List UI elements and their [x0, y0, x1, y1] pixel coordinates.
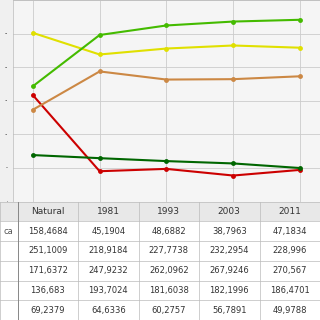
Text: 69,2379: 69,2379: [31, 306, 65, 315]
Bar: [0, 241, 320, 261]
Text: 181,6038: 181,6038: [149, 286, 189, 295]
Bar: [139, 202, 199, 221]
Bar: [0, 261, 320, 281]
Bar: [199, 202, 260, 221]
Text: 48,6882: 48,6882: [151, 227, 186, 236]
Text: 251,1009: 251,1009: [28, 246, 68, 255]
Text: 227,7738: 227,7738: [149, 246, 189, 255]
Text: ca: ca: [4, 227, 14, 236]
Text: 232,2954: 232,2954: [210, 246, 249, 255]
Text: 267,9246: 267,9246: [209, 266, 249, 275]
Text: 158,4684: 158,4684: [28, 227, 68, 236]
Text: 1981: 1981: [97, 207, 120, 216]
Bar: [0, 221, 320, 241]
Text: 193,7024: 193,7024: [89, 286, 128, 295]
Text: 60,2757: 60,2757: [152, 306, 186, 315]
Text: Natural: Natural: [31, 207, 65, 216]
Text: 262,0962: 262,0962: [149, 266, 188, 275]
Text: 47,1834: 47,1834: [273, 227, 307, 236]
Text: 270,567: 270,567: [273, 266, 307, 275]
Bar: [78, 202, 139, 221]
Text: 182,1996: 182,1996: [210, 286, 249, 295]
Text: 186,4701: 186,4701: [270, 286, 310, 295]
Text: 247,9232: 247,9232: [89, 266, 128, 275]
Bar: [0, 300, 320, 320]
Text: 1993: 1993: [157, 207, 180, 216]
Text: 171,6372: 171,6372: [28, 266, 68, 275]
Text: 218,9184: 218,9184: [89, 246, 128, 255]
Bar: [18, 202, 78, 221]
Text: 45,1904: 45,1904: [91, 227, 125, 236]
Text: 49,9788: 49,9788: [273, 306, 307, 315]
Text: 136,683: 136,683: [30, 286, 65, 295]
Text: 228,996: 228,996: [273, 246, 307, 255]
Bar: [260, 202, 320, 221]
Text: 38,7963: 38,7963: [212, 227, 247, 236]
Text: 64,6336: 64,6336: [91, 306, 126, 315]
Bar: [0, 202, 18, 221]
Text: 2011: 2011: [278, 207, 301, 216]
Text: 2003: 2003: [218, 207, 241, 216]
Text: 56,7891: 56,7891: [212, 306, 246, 315]
Bar: [0, 281, 320, 300]
